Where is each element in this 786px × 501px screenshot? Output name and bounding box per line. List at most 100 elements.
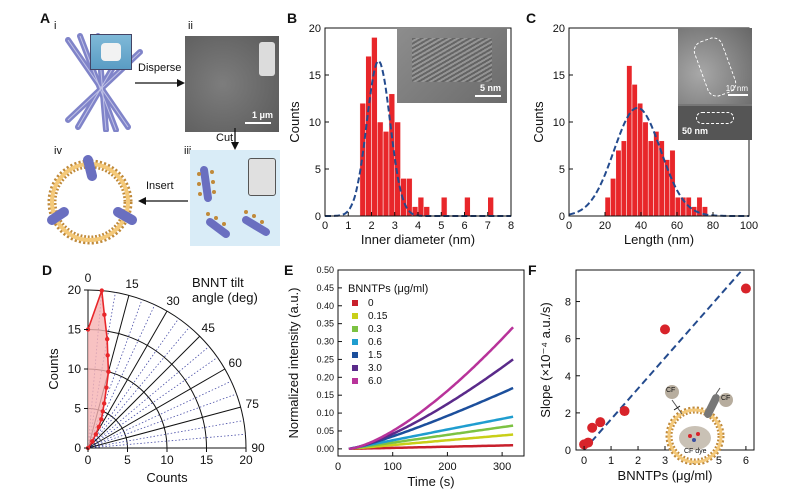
x-tick-label: 0: [566, 220, 572, 232]
y-tick-label: 0.30: [316, 337, 334, 347]
legend-label: 0: [368, 298, 374, 309]
histogram-bar: [417, 196, 425, 217]
x-tick-label: 5: [438, 220, 444, 232]
legend-title: BNNTPs (μg/ml): [348, 283, 428, 295]
x-tick-label: 80: [707, 220, 719, 232]
tem-inset-b: 5 nm: [397, 28, 507, 103]
chart-d-title-line1: BNNT tilt: [192, 275, 244, 290]
polar-radial-line: [87, 406, 241, 449]
plot-frame: [337, 269, 525, 457]
histogram-bar: [642, 121, 649, 217]
y-tick-label: 5: [559, 164, 565, 176]
legend-label: 0.6: [368, 337, 382, 348]
panel-a: A i ii iii iv Disperse 1 μm Cut: [40, 8, 290, 253]
cf-label: CF: [666, 387, 676, 394]
polar-data-point: [100, 409, 105, 414]
linear-fit-line: [583, 271, 742, 451]
gaussian-fit-line: [568, 106, 749, 217]
y-tick-label: 6: [565, 334, 571, 346]
x-tick-label: 6: [743, 455, 749, 467]
y-tick-label: 0.00: [316, 444, 334, 454]
y-tick-label: 5: [74, 402, 81, 416]
x-tick-label: 15: [200, 453, 214, 467]
scale-bar-label: 10 nm: [725, 84, 748, 93]
histogram-bar: [487, 196, 494, 217]
vesicle-with-nanotubes-illustration: [47, 155, 137, 245]
histogram-bar: [620, 140, 627, 217]
polar-data-point: [105, 353, 110, 358]
y-tick-label: 10: [68, 362, 82, 376]
angle-tick-label: 45: [202, 321, 216, 335]
polar-radial-line: [87, 310, 168, 449]
y-tick-label: 20: [68, 283, 82, 297]
angle-tick-label: 15: [125, 277, 139, 291]
panel-letter-c: C: [526, 10, 537, 26]
x-tick-label: 6: [461, 220, 467, 232]
series-line: [348, 386, 514, 451]
x-tick-label: 100: [384, 461, 402, 473]
data-point: [583, 437, 594, 448]
histogram-bar: [615, 149, 622, 217]
y-tick-label: 0.35: [316, 319, 334, 329]
x-axis-label: BNNTPs (μg/ml): [618, 468, 713, 483]
histogram-bar: [359, 102, 366, 217]
legend-swatch: [352, 326, 358, 332]
bnnt-powder-photo: [90, 34, 132, 70]
y-tick-label: 10: [553, 117, 565, 129]
data-point: [595, 417, 606, 428]
x-tick-label: 200: [438, 461, 456, 473]
histogram-bar: [464, 196, 471, 217]
legend-label: 3.0: [368, 363, 382, 374]
y-tick-label: 0: [315, 211, 321, 223]
histogram-bar: [423, 206, 430, 217]
angle-tick-label: 75: [246, 397, 260, 411]
x-tick-label: 60: [671, 220, 683, 232]
arrow-label-disperse: Disperse: [138, 62, 182, 74]
panel-letter-a: A: [40, 10, 51, 26]
y-tick-label: 0.40: [316, 301, 334, 311]
y-tick-label: 0.50: [316, 265, 334, 275]
polar-data-point: [93, 432, 99, 437]
polar-data-point: [105, 336, 110, 342]
arrow-right-icon: [135, 79, 185, 87]
histogram-bar: [674, 196, 681, 217]
dye-label: CF dye: [684, 448, 707, 455]
angle-tick-label: 0: [85, 271, 92, 285]
x-tick-label: 5: [124, 453, 131, 467]
x-tick-label: 3: [392, 220, 398, 232]
legend-label: 0.15: [368, 311, 388, 322]
chart-e-intensity-timecourse: 0 100 200 3000.000.050.100.150.200.250.300.…: [286, 265, 525, 489]
y-axis-label: Normalized intensity (a.u.): [286, 288, 301, 439]
y-tick-label: 15: [68, 323, 82, 337]
arrow-down-icon: [231, 128, 239, 150]
sub-label-i: i: [54, 20, 57, 32]
x-tick-label: 100: [740, 220, 758, 232]
y-tick-label: 0.45: [316, 283, 334, 293]
angle-tick-label: 60: [229, 356, 243, 370]
x-axis-label: Time (s): [407, 474, 454, 489]
panel-letter-d: D: [42, 262, 53, 278]
legend-swatch: [352, 378, 358, 384]
histogram-bar: [610, 178, 617, 217]
sub-label-ii: ii: [188, 20, 193, 32]
sub-label-iii: iii: [184, 145, 192, 157]
data-point: [660, 324, 670, 335]
x-tick-label: 40: [635, 220, 647, 232]
y-tick-label: 10: [309, 117, 321, 129]
panel-letter-f: F: [528, 262, 537, 278]
sub-label-iv: iv: [54, 145, 62, 157]
y-tick-label: 15: [309, 70, 321, 82]
y-axis-label: Counts: [287, 101, 302, 143]
y-tick-label: 15: [553, 70, 565, 82]
x-tick-label: 8: [508, 220, 514, 232]
legend-swatch: [352, 313, 358, 319]
polar-data-point: [99, 288, 104, 293]
x-axis-label: Inner diameter (nm): [361, 232, 475, 247]
tem-inset-c: 10 nm 50 nm: [678, 28, 752, 140]
x-tick-label: 0: [322, 220, 328, 232]
series-line: [348, 415, 514, 451]
polar-data-point: [96, 424, 101, 430]
y-axis-label: Counts: [531, 101, 546, 143]
arrow-label-insert: Insert: [146, 180, 174, 192]
